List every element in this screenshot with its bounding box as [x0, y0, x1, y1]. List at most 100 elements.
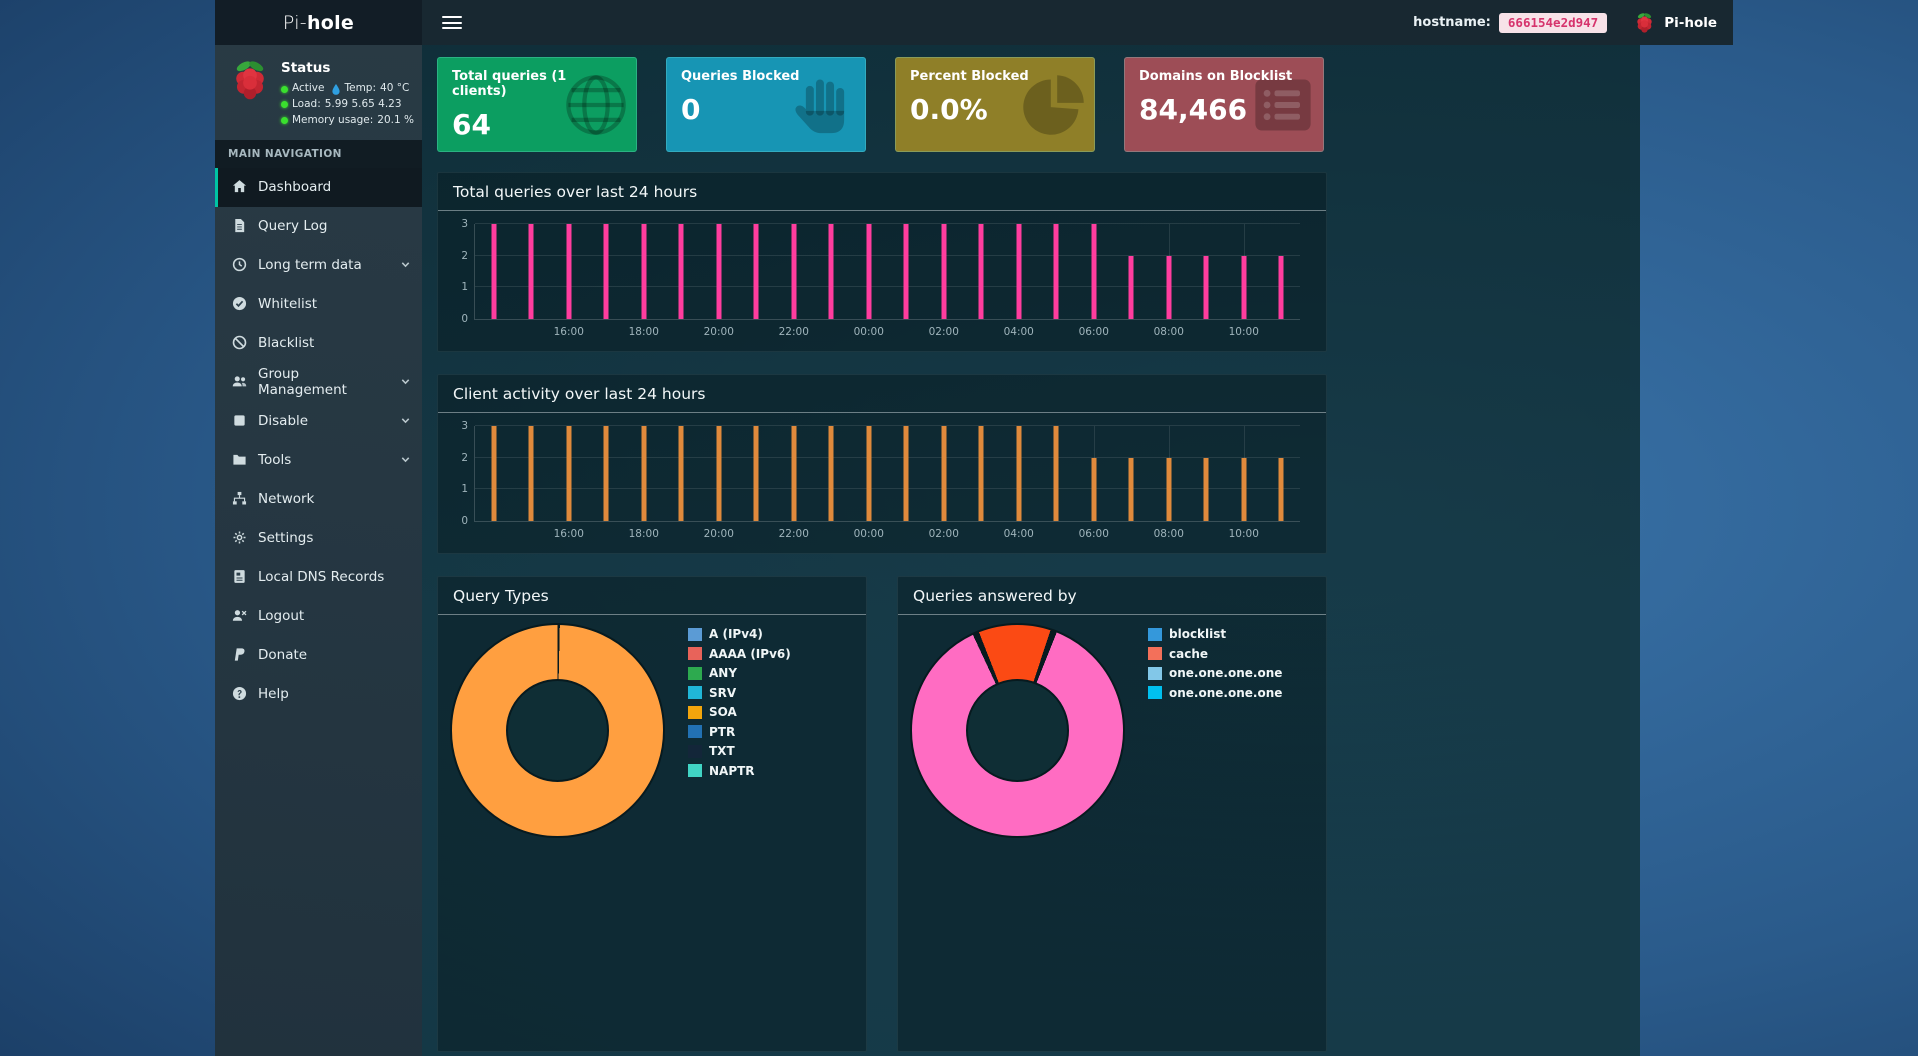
sidebar-item-dashboard[interactable]: Dashboard [215, 167, 422, 207]
sidebar: Status Active Temp: 40 °C Load: 5.99 5. [215, 45, 422, 1056]
brand-logo[interactable]: Pi-hole [215, 0, 422, 45]
users-icon [232, 374, 248, 390]
legend-item-one-one-one-one[interactable]: one.one.one.one [1148, 666, 1282, 680]
legend-swatch [688, 705, 702, 719]
dns-icon [232, 569, 248, 585]
chevron-down-icon [400, 259, 412, 271]
chevron-down-icon [400, 415, 412, 427]
panel-title: Total queries over last 24 hours [438, 173, 1326, 211]
sidebar-item-network[interactable]: Network [215, 480, 422, 519]
query-types-panel: Query Types A (IPv4) AAAA (IPv6) ANY SRV SOA… [437, 576, 867, 1052]
legend-item-one-one-one-one[interactable]: one.one.one.one [1148, 686, 1282, 700]
bar [1241, 457, 1247, 521]
legend-label: AAAA (IPv6) [709, 646, 791, 661]
folder-icon [232, 452, 248, 468]
account-label[interactable]: Pi-hole [1664, 14, 1717, 31]
legend-label: SRV [709, 685, 737, 700]
temp-label: Temp: [344, 82, 377, 95]
app-window: Pi-hole hostname: 666154e2d947 Pi-hole [215, 0, 1733, 1056]
sidebar-item-settings[interactable]: Settings [215, 519, 422, 558]
legend-item-a-ipv4[interactable]: A (IPv4) [688, 627, 791, 641]
brand-prefix: Pi- [282, 11, 307, 34]
memory-value: 20.1 % [377, 113, 414, 126]
status-memory-dot [281, 117, 288, 125]
legend-item-any[interactable]: ANY [688, 666, 791, 680]
bar [753, 426, 759, 521]
bar [641, 224, 647, 319]
legend-swatch [1148, 627, 1162, 641]
sidebar-item-label: Long term data [258, 257, 362, 273]
legend-label: TXT [709, 744, 735, 758]
chevron-down-icon [400, 376, 412, 388]
sidebar-item-blacklist[interactable]: Blacklist [215, 324, 422, 363]
content-area: Total queries (1 clients) 64 Queries Block… [422, 45, 1640, 1056]
legend-label: A (IPv4) [709, 627, 763, 641]
bar [678, 426, 684, 521]
sidebar-item-label: Logout [258, 608, 305, 624]
sidebar-item-disable[interactable]: Disable [215, 402, 422, 441]
bar [528, 224, 534, 319]
legend-item-naptr[interactable]: NAPTR [688, 764, 791, 778]
sidebar-item-help[interactable]: Help [215, 675, 422, 714]
legend-swatch [688, 744, 702, 758]
sidebar-item-query-log[interactable]: Query Log [215, 207, 422, 246]
load-label: Load: [292, 98, 321, 110]
client-activity-chart[interactable]: 0 1 2 3 16:00 18:00 20:00 22:00 00:00 02:00 04:00 0… [438, 413, 1326, 554]
bar [791, 426, 797, 521]
status-active-label: Active [292, 82, 325, 95]
summary-card-total-queries-1-clients: Total queries (1 clients) 64 [437, 57, 637, 152]
legend-label: NAPTR [709, 763, 755, 778]
sidebar-item-tools[interactable]: Tools [215, 441, 422, 480]
card-value: 64 [452, 108, 491, 141]
bar [1128, 457, 1134, 521]
sidebar-item-label: Disable [258, 413, 309, 429]
query-types-donut[interactable] [450, 623, 665, 838]
legend-swatch [688, 647, 702, 660]
sidebar-item-logout[interactable]: Logout [215, 597, 422, 636]
legend-item-soa[interactable]: SOA [688, 705, 791, 719]
status-load-dot [281, 101, 288, 109]
legend-item-cache[interactable]: cache [1148, 647, 1282, 661]
sidebar-item-local-dns-records[interactable]: Local DNS Records [215, 558, 422, 597]
temp-value: 40 °C [380, 82, 410, 95]
paypal-icon [232, 647, 248, 663]
card-title: Domains on Blocklist [1139, 69, 1293, 84]
bar [603, 224, 609, 319]
bar [753, 224, 759, 319]
summary-card-queries-blocked: Queries Blocked 0 [666, 57, 866, 152]
bar [1278, 255, 1284, 319]
status-active-dot [281, 85, 288, 93]
legend-item-aaaa-ipv6[interactable]: AAAA (IPv6) [688, 647, 791, 661]
sidebar-item-group-management[interactable]: Group Management [215, 363, 422, 402]
sidebar-item-long-term-data[interactable]: Long term data [215, 246, 422, 285]
bar [1053, 426, 1059, 521]
hostname-label: hostname: [1413, 15, 1491, 30]
sidebar-item-label: Donate [258, 647, 308, 663]
legend-label: ANY [709, 666, 738, 680]
total-queries-chart[interactable]: 0 1 2 3 16:00 18:00 20:00 22:00 00:00 02:00 04:00 0… [438, 211, 1326, 352]
legend-item-ptr[interactable]: PTR [688, 725, 791, 739]
legend-item-srv[interactable]: SRV [688, 686, 791, 700]
bar [603, 426, 609, 521]
card-value: 0 [681, 93, 701, 126]
legend-item-blocklist[interactable]: blocklist [1148, 627, 1282, 641]
legend-label: one.one.one.one [1169, 685, 1283, 700]
legend-swatch [688, 764, 702, 777]
bar [978, 224, 984, 319]
sidebar-item-whitelist[interactable]: Whitelist [215, 285, 422, 324]
card-title: Queries Blocked [681, 69, 800, 84]
ban-icon [232, 335, 248, 351]
home-icon [232, 179, 248, 195]
stop-icon [232, 413, 248, 429]
card-value: 84,466 [1139, 93, 1248, 126]
sidebar-item-label: Settings [258, 530, 314, 546]
legend-item-txt[interactable]: TXT [688, 744, 791, 758]
sidebar-item-donate[interactable]: Donate [215, 636, 422, 675]
queries-answered-by-donut[interactable] [910, 623, 1125, 838]
sidebar-item-label: Local DNS Records [258, 569, 385, 585]
summary-card-domains-on-blocklist: Domains on Blocklist 84,466 [1124, 57, 1324, 152]
menu-toggle-button[interactable] [442, 13, 462, 33]
sidebar-item-label: Blacklist [258, 335, 315, 351]
donut-hole [965, 678, 1070, 783]
file-icon [232, 218, 248, 234]
